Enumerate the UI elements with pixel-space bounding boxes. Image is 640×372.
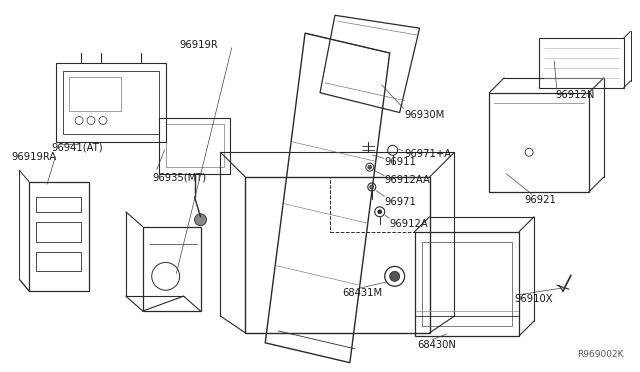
Text: 96971: 96971: [385, 197, 417, 207]
Text: 96971+A: 96971+A: [404, 149, 452, 159]
Text: R969002K: R969002K: [577, 350, 623, 359]
Text: 96911: 96911: [385, 157, 417, 167]
Text: 96919R: 96919R: [179, 40, 218, 50]
Circle shape: [370, 185, 374, 189]
Text: 96930M: 96930M: [404, 109, 445, 119]
Circle shape: [195, 214, 207, 226]
Text: 96919RA: 96919RA: [12, 152, 56, 162]
Circle shape: [378, 210, 381, 214]
Text: 96912N: 96912N: [555, 90, 595, 100]
Circle shape: [390, 271, 399, 281]
Circle shape: [368, 165, 372, 169]
Text: 68431M: 68431M: [342, 288, 382, 298]
Text: 96935(MT): 96935(MT): [153, 172, 207, 182]
Text: 96912AA: 96912AA: [385, 175, 431, 185]
Text: 68430N: 68430N: [417, 340, 456, 350]
Text: 96921: 96921: [524, 195, 556, 205]
Text: 96912A: 96912A: [390, 219, 428, 229]
Text: 96941(AT): 96941(AT): [51, 142, 103, 152]
Text: 96910X: 96910X: [514, 294, 553, 304]
